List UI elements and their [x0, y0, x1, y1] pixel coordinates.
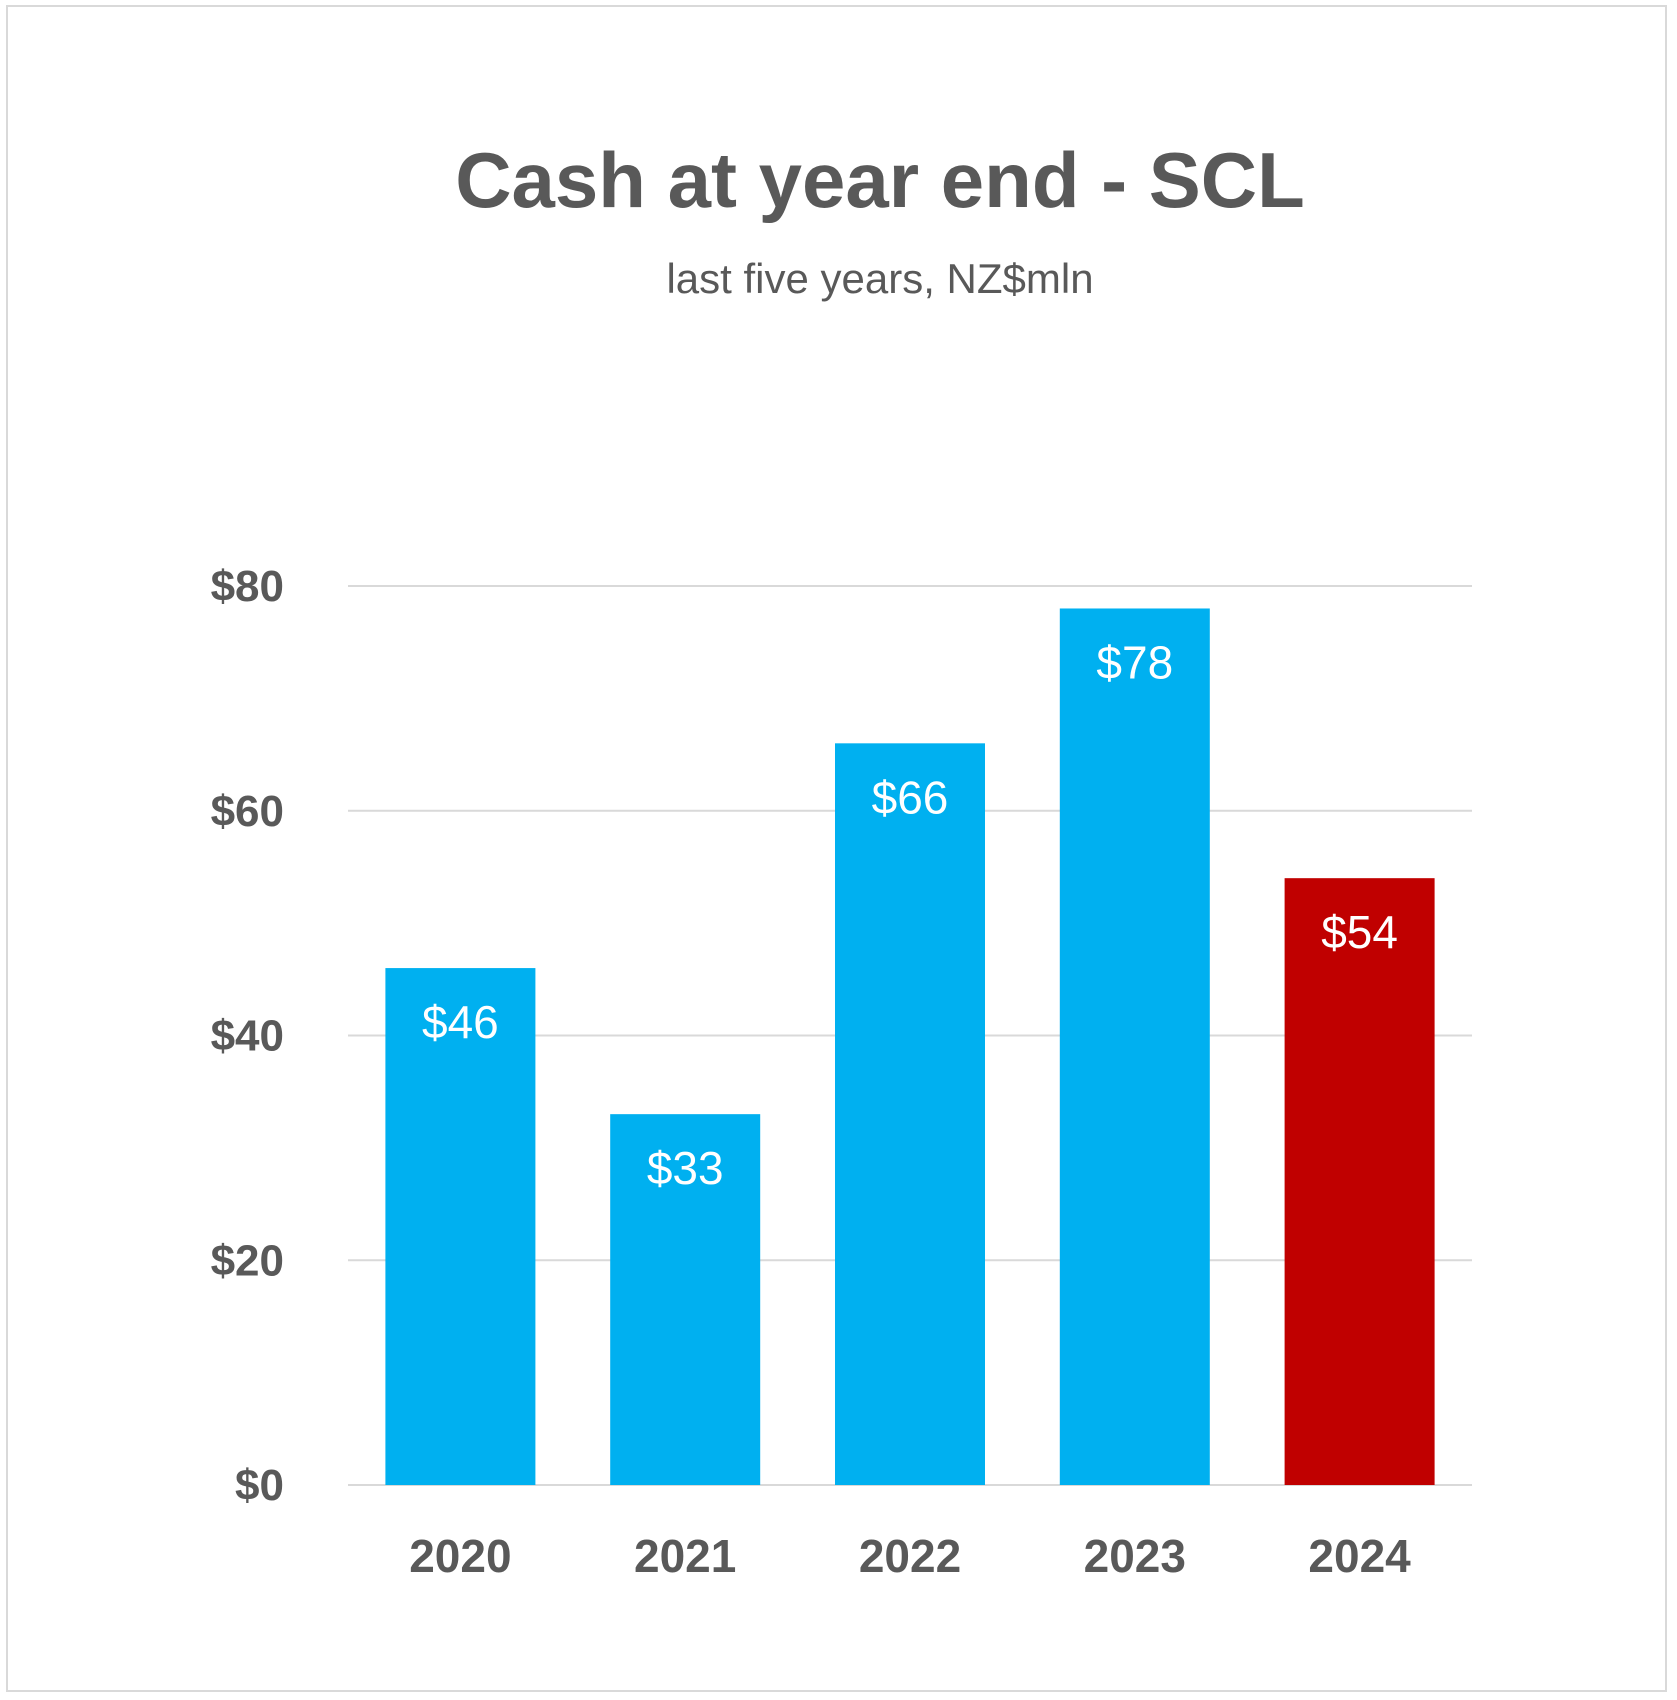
chart-title: Cash at year end - SCL	[455, 136, 1305, 224]
y-axis-tick-labels: $0 $20 $40 $60 $80	[211, 562, 284, 1510]
y-tick-label: $20	[211, 1236, 284, 1285]
bar-2020	[385, 968, 536, 1485]
x-tick-label-2023: 2023	[1084, 1530, 1186, 1582]
bars	[385, 608, 1435, 1485]
x-tick-label-2022: 2022	[859, 1530, 961, 1582]
data-label-2024: $54	[1321, 906, 1398, 958]
x-axis-tick-labels: 2020 2021 2022 2023 2024	[409, 1530, 1411, 1582]
data-label-2022: $66	[872, 771, 949, 823]
data-label-2021: $33	[647, 1142, 724, 1194]
bar-2024	[1284, 878, 1435, 1485]
data-label-2020: $46	[422, 996, 499, 1048]
bar-2022	[835, 743, 985, 1485]
y-tick-label: $40	[211, 1012, 284, 1061]
x-tick-label-2021: 2021	[634, 1530, 736, 1582]
x-tick-label-2020: 2020	[409, 1530, 511, 1582]
y-tick-label: $60	[211, 787, 284, 836]
bar-2023	[1059, 608, 1210, 1485]
y-tick-label: $80	[211, 562, 284, 611]
chart-subtitle: last five years, NZ$mln	[666, 255, 1094, 302]
x-tick-label-2024: 2024	[1308, 1530, 1411, 1582]
data-label-2023: $78	[1096, 636, 1173, 688]
y-tick-label: $0	[235, 1461, 284, 1510]
bar-2021	[610, 1114, 761, 1485]
data-labels: $46 $33 $66 $78 $54	[422, 636, 1398, 1194]
